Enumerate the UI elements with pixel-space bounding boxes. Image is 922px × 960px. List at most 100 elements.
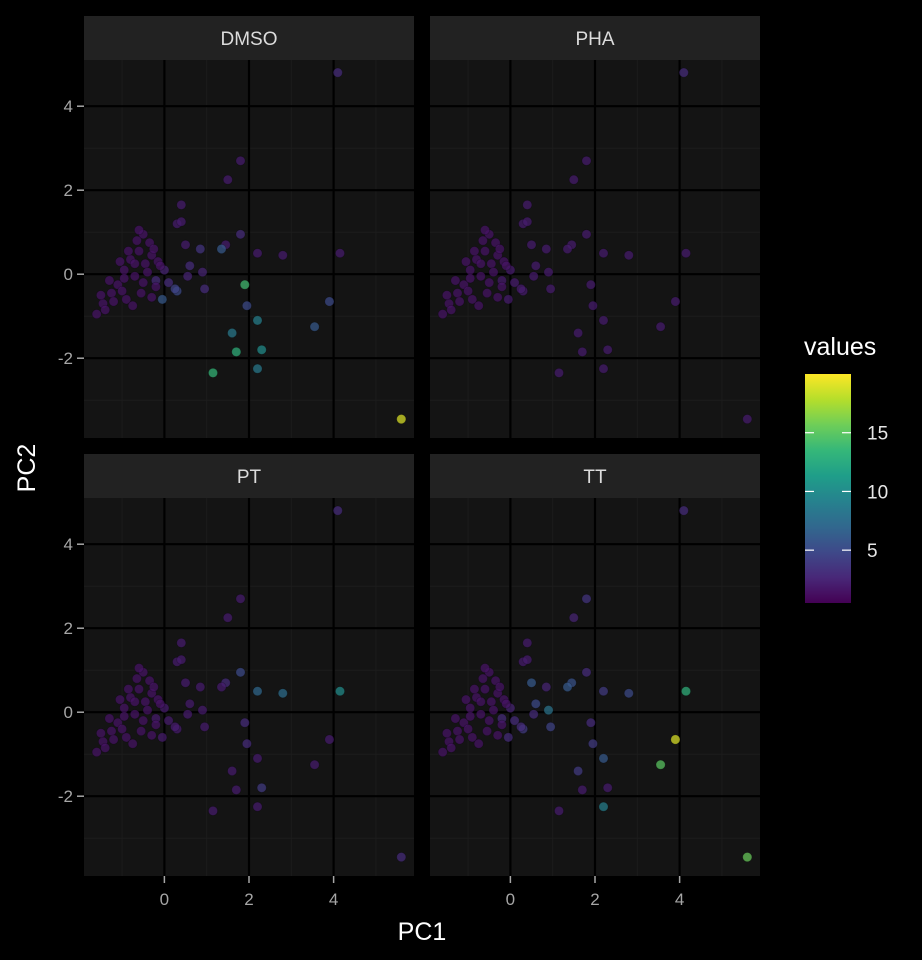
data-point bbox=[91, 309, 102, 320]
data-point bbox=[133, 225, 144, 236]
data-point bbox=[146, 730, 157, 741]
facet-strip bbox=[430, 16, 760, 60]
data-point bbox=[142, 267, 153, 278]
data-point bbox=[526, 677, 537, 688]
data-point bbox=[484, 277, 495, 288]
y-tick-label: -2 bbox=[58, 787, 73, 806]
data-point bbox=[543, 267, 554, 278]
data-point bbox=[598, 363, 609, 374]
facet-strip bbox=[84, 454, 414, 498]
data-point bbox=[655, 759, 666, 770]
data-point bbox=[585, 717, 596, 728]
data-point bbox=[155, 260, 166, 271]
data-point bbox=[655, 321, 666, 332]
facet-panel-pt: PT bbox=[84, 454, 414, 876]
data-point bbox=[136, 288, 147, 299]
data-point bbox=[182, 709, 193, 720]
data-point bbox=[573, 766, 584, 777]
data-point bbox=[577, 346, 588, 357]
data-point bbox=[195, 682, 206, 693]
data-point bbox=[115, 256, 126, 267]
data-point bbox=[475, 709, 486, 720]
data-point bbox=[475, 696, 486, 707]
data-point bbox=[148, 682, 159, 693]
data-point bbox=[581, 593, 592, 604]
data-point bbox=[452, 288, 463, 299]
data-point bbox=[522, 654, 533, 665]
data-point bbox=[334, 686, 345, 697]
data-point bbox=[197, 705, 208, 716]
data-point bbox=[598, 686, 609, 697]
data-point bbox=[473, 738, 484, 749]
data-point bbox=[463, 724, 474, 735]
data-point bbox=[136, 726, 147, 737]
data-point bbox=[602, 344, 613, 355]
data-point bbox=[117, 724, 128, 735]
data-point bbox=[469, 246, 480, 257]
colorbar bbox=[805, 374, 851, 603]
data-point bbox=[241, 738, 252, 749]
data-point bbox=[509, 715, 520, 726]
data-point bbox=[140, 696, 151, 707]
data-point bbox=[216, 682, 227, 693]
data-point bbox=[106, 726, 117, 737]
data-point bbox=[199, 283, 210, 294]
x-tick-label: 4 bbox=[675, 890, 684, 909]
data-point bbox=[129, 271, 140, 282]
data-point bbox=[501, 260, 512, 271]
data-point bbox=[577, 784, 588, 795]
data-point bbox=[522, 199, 533, 210]
data-point bbox=[129, 258, 140, 269]
data-point bbox=[494, 682, 505, 693]
data-point bbox=[104, 275, 115, 286]
facet-panels: DMSO PHA PT TT bbox=[84, 16, 760, 876]
data-point bbox=[123, 246, 134, 257]
data-point bbox=[150, 281, 161, 292]
data-point bbox=[222, 612, 233, 623]
facet-strip bbox=[430, 454, 760, 498]
data-point bbox=[119, 711, 130, 722]
data-point bbox=[169, 721, 180, 732]
data-point bbox=[446, 304, 457, 315]
data-point bbox=[108, 296, 119, 307]
data-point bbox=[623, 688, 634, 699]
data-point bbox=[127, 738, 138, 749]
data-point bbox=[176, 637, 187, 648]
data-point bbox=[180, 239, 191, 250]
data-point bbox=[155, 698, 166, 709]
data-point bbox=[138, 277, 149, 288]
data-point bbox=[195, 243, 206, 254]
facet-label: PT bbox=[237, 467, 262, 488]
colorbar-tick-label: 5 bbox=[867, 541, 878, 562]
data-point bbox=[104, 713, 115, 724]
data-point bbox=[100, 304, 111, 315]
data-point bbox=[216, 243, 227, 254]
data-point bbox=[231, 784, 242, 795]
data-point bbox=[516, 283, 527, 294]
data-point bbox=[479, 684, 490, 695]
data-point bbox=[239, 717, 250, 728]
data-point bbox=[123, 684, 134, 695]
colorbar-ticks: 5 10 15 bbox=[805, 424, 888, 562]
data-point bbox=[227, 766, 238, 777]
data-point bbox=[479, 246, 490, 257]
data-point bbox=[479, 225, 490, 236]
y-axis-title: PC2 bbox=[13, 444, 41, 493]
data-point bbox=[501, 698, 512, 709]
data-point bbox=[184, 698, 195, 709]
data-point bbox=[176, 199, 187, 210]
data-point bbox=[587, 300, 598, 311]
data-point bbox=[117, 285, 128, 296]
data-point bbox=[163, 277, 174, 288]
data-point bbox=[106, 288, 117, 299]
x-tick-label: 2 bbox=[244, 890, 253, 909]
data-point bbox=[138, 715, 149, 726]
data-point bbox=[496, 281, 507, 292]
data-point bbox=[95, 290, 106, 301]
x-axis-title: PC1 bbox=[398, 918, 447, 946]
data-point bbox=[133, 663, 144, 674]
data-point bbox=[543, 705, 554, 716]
data-point bbox=[121, 294, 132, 305]
data-point bbox=[562, 243, 573, 254]
